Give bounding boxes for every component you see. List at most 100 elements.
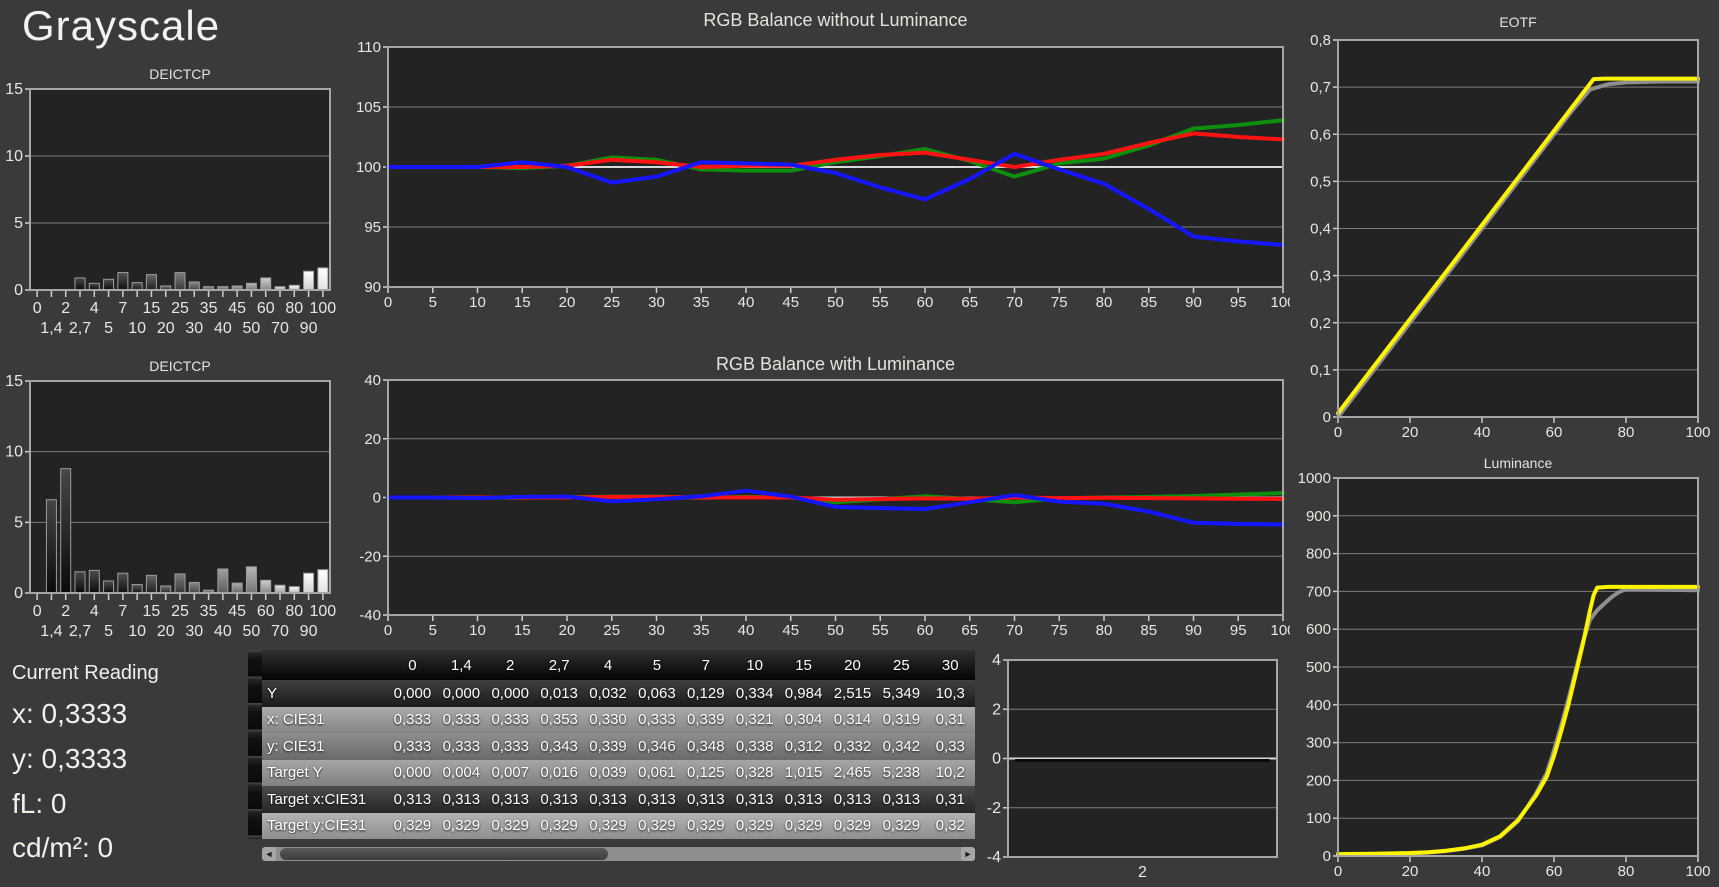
svg-text:95: 95 [1230,622,1247,639]
table-row-label: y: CIE31 [267,737,325,755]
measurement-table-grid: 0 1,4 2 2,7 4 5 7 10 15 20 25 30 Y 0,000 0,000 0,000 0,0… [262,650,975,839]
svg-text:5: 5 [429,622,437,639]
svg-text:55: 55 [872,294,889,311]
table-cell: 2,465 [833,764,872,782]
svg-text:15: 15 [514,294,531,311]
svg-text:20: 20 [1402,863,1419,880]
table-cell: 0,313 [442,790,481,808]
svg-text:60: 60 [1546,424,1563,441]
table-cell: 0,329 [491,817,529,835]
svg-text:80: 80 [285,603,303,620]
table-header-cell: 2,7 [548,656,570,674]
table-row: Y 0,000 0,000 0,000 0,013 0,032 0,063 0,129 0,33… [262,680,975,707]
table-row-label: x: CIE31 [267,711,325,729]
svg-text:50: 50 [827,294,844,311]
table-cell: 0,304 [784,711,823,729]
table-cell: 0,332 [833,737,872,755]
svg-text:0,1: 0,1 [1310,362,1331,379]
svg-text:50: 50 [243,320,261,337]
table-header-cell: 30 [941,656,959,674]
svg-text:20: 20 [559,294,576,311]
scroll-right-button[interactable]: ► [961,847,975,861]
svg-text:85: 85 [1140,294,1157,311]
svg-text:80: 80 [285,300,303,317]
table-cell: 10,3 [935,684,965,702]
scroll-right-icon: ► [963,849,973,859]
table-cell: 0,063 [638,684,676,702]
table-cell: 2,515 [833,684,872,702]
svg-text:85: 85 [1140,622,1157,639]
svg-text:15: 15 [143,603,161,620]
table-cell: 0,032 [589,684,627,702]
svg-text:0: 0 [384,622,392,639]
scroll-left-button[interactable]: ◄ [262,847,276,861]
svg-text:2: 2 [1138,864,1147,881]
svg-text:1,4: 1,4 [40,623,62,640]
svg-text:0: 0 [1334,863,1342,880]
chart-luminance-title: Luminance [1483,455,1553,471]
table-cell: 0,313 [638,790,676,808]
table-cell: 5,349 [882,684,921,702]
table-cell: 0,125 [687,764,725,782]
svg-text:0: 0 [384,294,392,311]
table-cell: 0,329 [589,817,627,835]
svg-text:4: 4 [992,652,1001,669]
table-header-cell: 4 [603,656,613,674]
svg-text:35: 35 [693,622,710,639]
chart-rgb-without-title: RGB Balance without Luminance [703,10,968,30]
table-cell: 0,313 [833,790,872,808]
table-cell: 0,342 [882,737,921,755]
svg-text:40: 40 [214,623,232,640]
table-cell: 0,000 [442,684,481,702]
svg-text:0: 0 [33,603,42,620]
svg-text:90: 90 [1185,622,1202,639]
table-cell: 0,313 [882,790,921,808]
table-cell: 0,313 [687,790,725,808]
svg-text:2: 2 [61,300,70,317]
svg-text:45: 45 [782,294,799,311]
svg-text:0: 0 [14,585,23,602]
table-horizontal-scrollbar[interactable]: ◄ ► [262,847,975,861]
svg-text:-2: -2 [987,800,1001,817]
svg-text:0,7: 0,7 [1310,79,1331,96]
scroll-thumb[interactable] [280,848,608,860]
table-row-label: Target x:CIE31 [267,790,367,808]
svg-text:10: 10 [128,320,146,337]
table-cell: 0,313 [540,790,578,808]
svg-text:10: 10 [469,294,486,311]
svg-text:5: 5 [429,294,437,311]
svg-text:900: 900 [1306,508,1331,525]
table-row-label: Target y:CIE31 [267,817,367,835]
svg-text:7: 7 [118,603,127,620]
chart-eotf-title: EOTF [1499,14,1537,30]
table-header-cell: 5 [652,656,662,674]
svg-text:10: 10 [469,622,486,639]
svg-text:200: 200 [1306,772,1331,789]
svg-text:700: 700 [1306,583,1331,600]
svg-text:20: 20 [157,623,175,640]
svg-text:0: 0 [1323,848,1331,865]
svg-text:2: 2 [61,603,70,620]
svg-text:0: 0 [992,751,1001,768]
svg-text:35: 35 [200,603,218,620]
table-cell: 0,039 [589,764,627,782]
svg-text:90: 90 [300,320,318,337]
table-cell: 1,015 [784,764,823,782]
svg-text:45: 45 [782,622,799,639]
svg-text:25: 25 [603,294,620,311]
table-cell: 0,313 [393,790,432,808]
table-cell: 0,314 [833,711,872,729]
svg-text:40: 40 [738,622,755,639]
chart-deictcp-bottom-title: DEICTCP [149,358,211,374]
svg-text:60: 60 [1546,863,1563,880]
svg-text:2,7: 2,7 [69,623,91,640]
svg-text:80: 80 [1096,294,1113,311]
table-cell: 0,348 [687,737,725,755]
svg-text:80: 80 [1618,863,1635,880]
svg-text:70: 70 [1006,294,1023,311]
svg-text:1,4: 1,4 [40,320,62,337]
svg-text:-40: -40 [359,607,381,624]
svg-text:90: 90 [300,623,318,640]
table-header-cell: 7 [701,656,710,674]
table-cell: 0,353 [540,711,578,729]
